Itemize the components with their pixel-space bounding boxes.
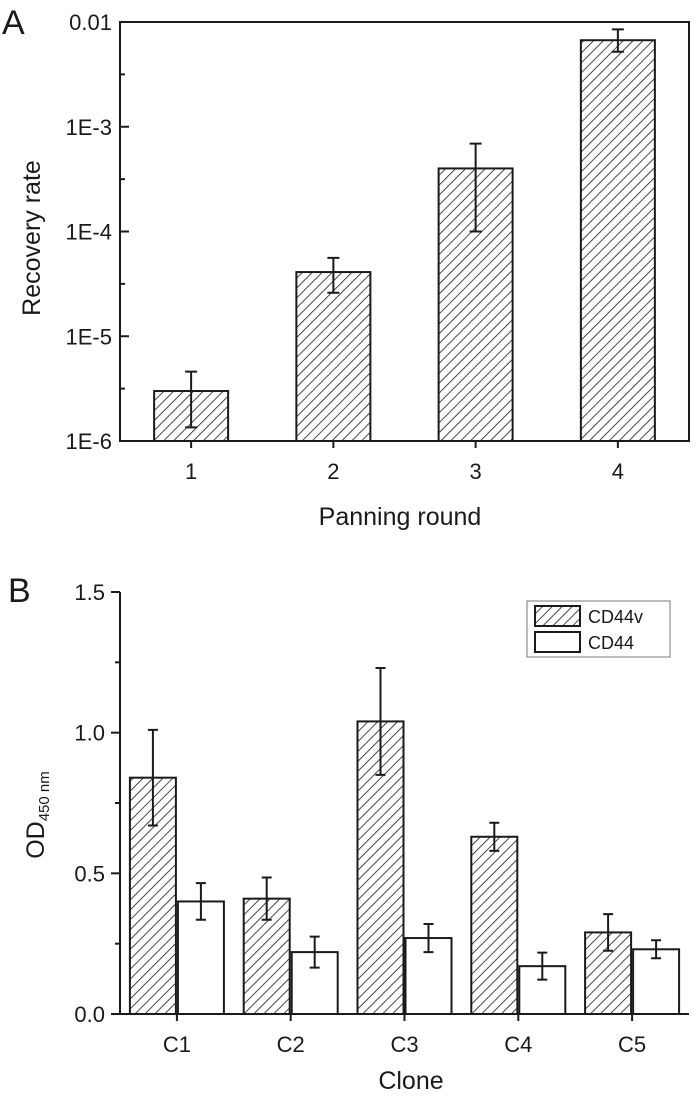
- panel-a-bars: [153, 28, 656, 443]
- panel-b-y-axis-title: OD450 nm: [22, 771, 53, 859]
- panel-a-y-tick-label: 1E-4: [66, 220, 112, 245]
- legend-swatch-cd44: [534, 631, 581, 653]
- panel-a-bar-4: [579, 39, 656, 443]
- panel-b-error-bar-cd44-c3: [423, 922, 434, 954]
- panel-a-x-tick-label-2: 2: [327, 459, 339, 484]
- panel-a-error-bar-3: [469, 142, 482, 233]
- panel-b-x-axis-title: Clone: [378, 1067, 443, 1095]
- legend-label-cd44v: CD44v: [588, 607, 643, 627]
- panel-b-x-tick-label-c3: C3: [390, 1032, 418, 1057]
- panel-b-y-tick-label: 0.0: [74, 1002, 105, 1027]
- panel-b-x-tick-label-c5: C5: [618, 1032, 646, 1057]
- panel-b-y-tick-label: 1.5: [74, 580, 105, 605]
- panel-b-error-bar-cd44v-c3: [375, 666, 386, 776]
- panel-b-x-ticks: C1 C2 C3 C4 C5: [163, 1014, 646, 1057]
- panel-a-x-ticks: 1 2 3 4: [185, 441, 624, 484]
- panel-b-legend: CD44v CD44: [526, 600, 671, 658]
- panel-a-label: A: [2, 4, 25, 42]
- panel-b-bar-cd44-c5: [632, 948, 681, 1015]
- panel-b-error-bar-cd44-c2: [309, 935, 320, 969]
- legend-swatch-cd44v: [534, 605, 581, 627]
- panel-b-x-tick-label-c2: C2: [277, 1032, 305, 1057]
- panel-b-y-tick-label: 0.5: [74, 861, 105, 886]
- panel-a-axes-frame: [119, 21, 690, 442]
- panel-a-error-bar-2: [327, 256, 340, 294]
- panel-b-error-bar-cd44-c4: [537, 951, 548, 981]
- panel-a-error-bar-1: [185, 370, 198, 429]
- panel-b-label: B: [8, 572, 31, 610]
- legend-label-cd44: CD44: [588, 633, 634, 653]
- panel-b-error-bar-cd44v-c5: [603, 913, 614, 952]
- panel-b-bar-cd44v-c4: [470, 835, 519, 1016]
- panel-a-y-axis-title: Recovery rate: [18, 160, 46, 316]
- panel-b-error-bar-cd44-c1: [195, 882, 206, 921]
- panel-a-x-tick-label-4: 4: [612, 459, 624, 484]
- panel-a-y-tick-label: 1E-6: [66, 429, 112, 454]
- panel-a: A 1E-6 1E-5 1E-4 1E-3 0.01 1 2 3 4 Panning roun…: [2, 4, 690, 531]
- panel-b-error-bar-cd44v-c1: [147, 728, 158, 827]
- panel-a-y-ticks: 1E-6 1E-5 1E-4 1E-3 0.01: [66, 10, 129, 454]
- panel-a-bar-2: [295, 271, 372, 442]
- panel-a-y-tick-label: 1E-5: [66, 324, 112, 349]
- panel-a-y-tick-label: 1E-3: [66, 115, 112, 140]
- panel-b-y-axis-title-sub: 450 nm: [36, 771, 53, 821]
- panel-b-error-bar-cd44v-c4: [489, 821, 500, 852]
- panel-b-error-bar-cd44-c5: [651, 939, 662, 960]
- panel-b-y-axis-title-main: OD: [22, 821, 50, 859]
- panel-a-x-tick-label-1: 1: [185, 459, 197, 484]
- panel-b-axes: [119, 592, 689, 1015]
- panel-a-x-tick-label-3: 3: [470, 459, 482, 484]
- panel-b-error-bar-cd44v-c2: [261, 876, 272, 921]
- panel-b-bars: [128, 666, 681, 1016]
- panel-b-x-tick-label-c4: C4: [504, 1032, 532, 1057]
- panel-a-y-tick-label: 0.01: [69, 10, 112, 35]
- panel-a-error-bar-4: [611, 28, 624, 53]
- panel-b-x-tick-label-c1: C1: [163, 1032, 191, 1057]
- panel-a-x-axis-title: Panning round: [319, 503, 482, 531]
- panel-b-y-ticks: 0.0 0.5 1.0 1.5: [74, 580, 120, 1027]
- panel-b-y-tick-label: 1.0: [74, 721, 105, 746]
- panel-b: B 0.0 0.5 1.0 1.5 C1 C2 C3 C4 C5 Clone OD450 nm…: [8, 572, 689, 1095]
